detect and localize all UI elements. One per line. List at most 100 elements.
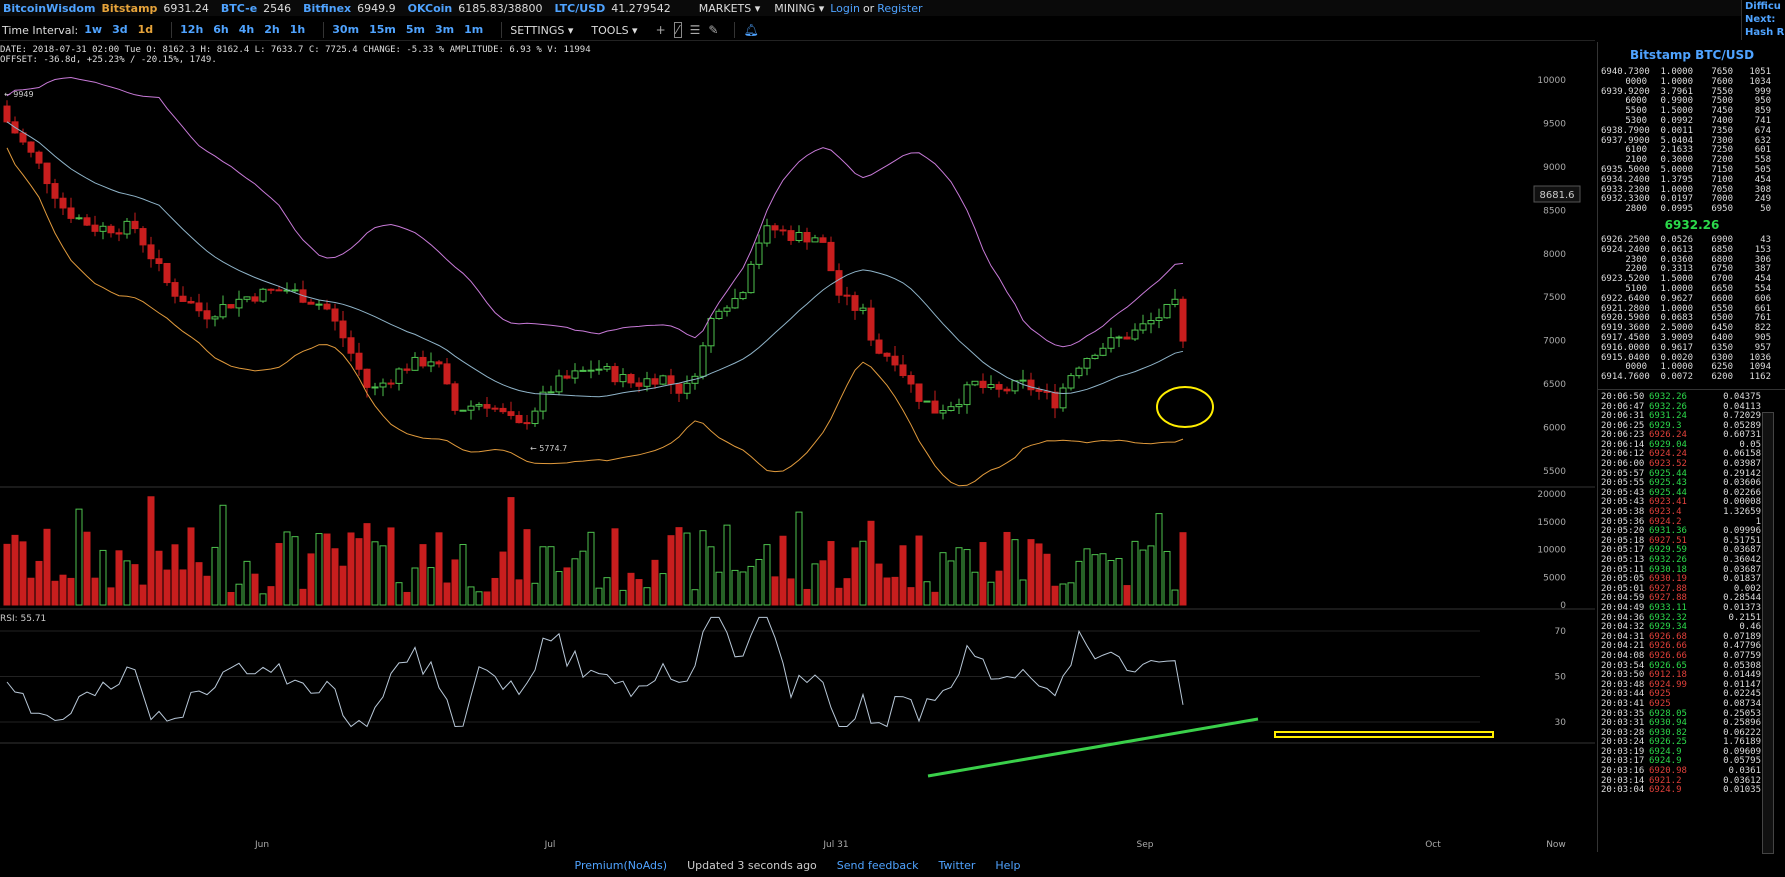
volume-bar bbox=[1075, 560, 1083, 606]
crosshair-icon[interactable]: + bbox=[655, 23, 666, 37]
order-cell: 7350 bbox=[1711, 125, 1733, 136]
interval-6h[interactable]: 6h bbox=[213, 23, 229, 36]
trade-time: 20:06:12 bbox=[1601, 449, 1645, 460]
candle bbox=[115, 232, 123, 235]
order-cell: 554 bbox=[1754, 283, 1771, 294]
candle bbox=[723, 307, 731, 312]
order-cell: 1034 bbox=[1749, 76, 1771, 87]
ticker-name[interactable]: Bitfinex bbox=[303, 1, 352, 15]
order-cell: 6940.7300 bbox=[1601, 67, 1650, 77]
order-cell: 1.0000 bbox=[1660, 184, 1693, 195]
candle bbox=[635, 382, 643, 387]
candle bbox=[755, 242, 763, 265]
candle bbox=[251, 296, 259, 302]
volume-bar bbox=[667, 535, 675, 606]
ticker-name[interactable]: LTC/USD bbox=[554, 1, 606, 15]
tools-menu[interactable]: TOOLS ▾ bbox=[591, 23, 638, 37]
interval-3d[interactable]: 3d bbox=[112, 23, 128, 36]
ticker-name[interactable]: Bitstamp bbox=[101, 1, 158, 15]
pen-tool-icon[interactable]: ✎ bbox=[708, 23, 719, 37]
line-tool-icon[interactable]: ⁄ bbox=[673, 22, 682, 38]
settings-menu[interactable]: SETTINGS ▾ bbox=[510, 23, 574, 37]
trade-price: 6930.94 bbox=[1649, 718, 1687, 729]
candle bbox=[611, 366, 619, 383]
feedback-link[interactable]: Send feedback bbox=[836, 858, 919, 872]
markets-menu[interactable]: MARKETS ▾ bbox=[698, 1, 761, 15]
ask-row: 6000 0.9900 7500 950 bbox=[1598, 97, 1785, 107]
register-link[interactable]: Register bbox=[877, 1, 923, 15]
trade-amount: 0.01147 bbox=[1723, 679, 1761, 690]
order-cell: 0.0992 bbox=[1660, 115, 1693, 126]
trade-scrollbar[interactable] bbox=[1762, 412, 1774, 854]
volume-bar bbox=[443, 582, 451, 606]
volume-bar bbox=[483, 591, 491, 606]
volume-bar bbox=[947, 560, 955, 606]
brand-logo[interactable]: BitcoinWisdom bbox=[3, 1, 96, 15]
bid-row: 5100 1.0000 6650 554 bbox=[1598, 283, 1785, 295]
interval-2h[interactable]: 2h bbox=[264, 23, 280, 36]
interval-1m[interactable]: 1m bbox=[464, 23, 484, 36]
trade-amount: 0.002 bbox=[1733, 583, 1761, 594]
ticker-name[interactable]: OKCoin bbox=[407, 1, 453, 15]
interval-1h[interactable]: 1h bbox=[289, 23, 306, 36]
trade-amount: 0.01373 bbox=[1723, 602, 1761, 613]
interval-30m[interactable]: 30m bbox=[332, 23, 360, 36]
login-link[interactable]: Login bbox=[830, 1, 860, 15]
order-cell: 6920.5900 bbox=[1601, 313, 1650, 324]
trade-amount: 0.06158 bbox=[1723, 449, 1761, 460]
order-cell: 0.0526 bbox=[1660, 234, 1693, 245]
mining-menu[interactable]: MINING ▾ bbox=[774, 1, 825, 15]
volume-axis-tick: 5000 bbox=[1543, 573, 1566, 583]
candle bbox=[931, 400, 939, 414]
candle bbox=[483, 404, 491, 409]
volume-bar bbox=[235, 583, 243, 606]
volume-bar bbox=[987, 581, 995, 606]
order-cell: 2.1633 bbox=[1660, 145, 1693, 156]
volume-bar bbox=[627, 572, 635, 606]
trade-time: 20:05:17 bbox=[1601, 545, 1645, 556]
interval-3m[interactable]: 3m bbox=[434, 23, 455, 36]
interval-12h[interactable]: 12h bbox=[180, 23, 204, 36]
candle bbox=[851, 295, 859, 311]
candle bbox=[1163, 303, 1171, 319]
volume-bar bbox=[707, 546, 715, 606]
order-book-title: Bitstamp BTC/USD bbox=[1629, 48, 1755, 62]
trade-row: 20:06:25 6929.3 0.05289 bbox=[1598, 421, 1785, 432]
candle bbox=[763, 225, 771, 244]
volume-bar bbox=[115, 550, 123, 606]
trade-time: 20:05:18 bbox=[1601, 535, 1645, 546]
help-link[interactable]: Help bbox=[995, 858, 1021, 872]
interval-4h[interactable]: 4h bbox=[238, 23, 255, 36]
volume-bar bbox=[315, 533, 323, 606]
price-axis-tick: 6000 bbox=[1543, 424, 1566, 434]
candle bbox=[715, 310, 723, 319]
candle bbox=[619, 374, 627, 383]
candle bbox=[1123, 336, 1131, 340]
order-cell: 0.0011 bbox=[1660, 125, 1693, 136]
ticker-name[interactable]: BTC-e bbox=[220, 1, 258, 15]
price-chart[interactable]: 10000 9500 9000 8500 8000 7500 7000 6500 6000 550… bbox=[0, 40, 1595, 850]
interval-5m[interactable]: 5m bbox=[405, 23, 425, 36]
fib-tool-icon[interactable]: ☰ bbox=[689, 23, 701, 37]
premium-link[interactable]: Premium(NoAds) bbox=[574, 858, 668, 872]
volume-axis-tick: 10000 bbox=[1537, 546, 1566, 556]
interval-15m[interactable]: 15m bbox=[369, 23, 396, 36]
order-cell: 0.3313 bbox=[1660, 264, 1693, 275]
volume-bar bbox=[499, 551, 507, 606]
footer: Premium(NoAds) Updated 3 seconds ago Sen… bbox=[0, 853, 1595, 877]
candle bbox=[323, 303, 331, 310]
candle bbox=[1003, 388, 1011, 392]
candle bbox=[131, 220, 139, 230]
trade-amount: 1 bbox=[1755, 516, 1761, 527]
interval-1d[interactable]: 1d bbox=[137, 23, 154, 36]
twitter-link[interactable]: Twitter bbox=[938, 858, 976, 872]
volume-bar bbox=[867, 520, 875, 606]
bell-icon[interactable]: 🔔︎ bbox=[743, 23, 759, 37]
candle bbox=[803, 232, 811, 243]
interval-1w[interactable]: 1w bbox=[84, 23, 103, 36]
candle bbox=[555, 375, 563, 393]
trade-time: 20:04:36 bbox=[1601, 612, 1645, 623]
trade-row: 20:03:44 6925 0.02245 bbox=[1598, 690, 1785, 700]
trade-row: 20:03:31 6930.94 0.25896 bbox=[1598, 718, 1785, 729]
candle bbox=[859, 307, 867, 311]
